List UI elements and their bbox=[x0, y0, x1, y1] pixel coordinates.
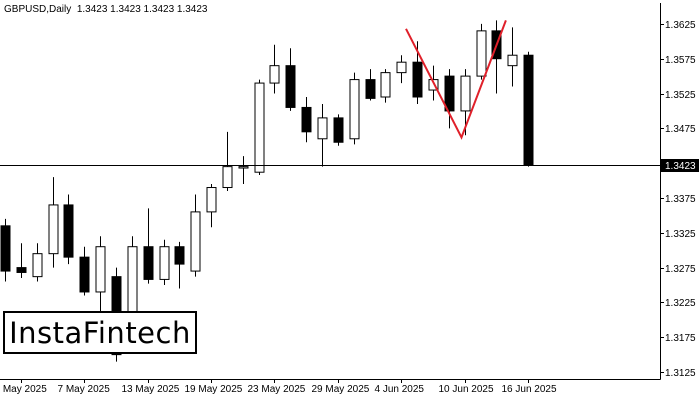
bearish-candle bbox=[365, 79, 376, 99]
bullish-candle bbox=[159, 246, 170, 280]
time-tick-label: 29 May 2025 bbox=[312, 384, 370, 395]
ohlc-values: 1.3423 1.3423 1.3423 1.3423 bbox=[76, 4, 208, 15]
time-tick-label: 7 May 2025 bbox=[58, 384, 111, 395]
bullish-candle bbox=[95, 246, 106, 293]
bullish-candle bbox=[460, 75, 471, 112]
bullish-candle bbox=[206, 187, 217, 213]
symbol-label: GBPUSD,Daily bbox=[4, 4, 72, 15]
time-axis: 1 May 2025 7 May 2025 13 May 2025 19 May 20… bbox=[0, 379, 557, 395]
bullish-candle bbox=[48, 204, 59, 255]
bullish-candle bbox=[269, 65, 280, 84]
bearish-candle bbox=[79, 256, 90, 293]
bullish-candle bbox=[32, 253, 43, 278]
candle-bodies bbox=[0, 30, 534, 356]
current-price-label: 1.3423 bbox=[665, 161, 696, 172]
bullish-candle bbox=[507, 54, 518, 67]
bearish-candle bbox=[0, 225, 11, 272]
price-tick-label: 1.3125 bbox=[665, 368, 696, 379]
bullish-candle bbox=[396, 61, 407, 74]
bearish-candle bbox=[444, 75, 455, 112]
price-tick-label: 1.3375 bbox=[665, 194, 696, 205]
bearish-candle bbox=[63, 204, 74, 258]
bullish-candle bbox=[476, 30, 487, 77]
price-axis: 1.3625 1.3575 1.3525 1.3475 1.3375 1.3325 1.32… bbox=[660, 20, 696, 379]
bullish-candle bbox=[349, 79, 360, 140]
bullish-candle bbox=[222, 166, 233, 189]
bullish-candle bbox=[254, 82, 265, 173]
price-tick-label: 1.3325 bbox=[665, 229, 696, 240]
bearish-candle bbox=[174, 246, 185, 265]
brand-logo: InstaFintech bbox=[3, 311, 197, 354]
price-tick-label: 1.3625 bbox=[665, 20, 696, 31]
price-tick-label: 1.3275 bbox=[665, 264, 696, 275]
bullish-candle bbox=[190, 211, 201, 272]
time-tick-label: 19 May 2025 bbox=[185, 384, 243, 395]
pattern-line bbox=[405, 20, 507, 140]
bearish-candle bbox=[412, 61, 423, 98]
time-tick-label: 10 Jun 2025 bbox=[439, 384, 494, 395]
pattern-overlay bbox=[405, 20, 507, 140]
bearish-candle bbox=[143, 246, 154, 280]
time-tick-label: 1 May 2025 bbox=[0, 384, 47, 395]
time-tick-label: 16 Jun 2025 bbox=[502, 384, 557, 395]
time-tick-label: 23 May 2025 bbox=[248, 384, 306, 395]
price-tick-label: 1.3525 bbox=[665, 90, 696, 101]
plot-frame bbox=[0, 3, 661, 380]
bullish-candle bbox=[380, 72, 391, 98]
bullish-candle bbox=[317, 117, 328, 140]
bearish-candle bbox=[16, 267, 27, 273]
brand-name: InstaFintech bbox=[9, 315, 191, 350]
current-price-line-group: 1.3423 bbox=[0, 159, 699, 172]
bullish-candle bbox=[238, 166, 249, 169]
current-price-tag bbox=[661, 159, 699, 172]
bearish-candle bbox=[285, 65, 296, 108]
bearish-candle bbox=[523, 54, 534, 166]
price-tick-label: 1.3475 bbox=[665, 124, 696, 135]
bearish-candle bbox=[301, 106, 312, 133]
price-tick-label: 1.3225 bbox=[665, 298, 696, 309]
time-tick-label: 4 Jun 2025 bbox=[375, 384, 425, 395]
time-tick-label: 13 May 2025 bbox=[122, 384, 180, 395]
bearish-candle bbox=[333, 117, 344, 143]
price-tick-label: 1.3575 bbox=[665, 55, 696, 66]
bullish-candle bbox=[428, 79, 439, 91]
price-tick-label: 1.3175 bbox=[665, 333, 696, 344]
symbol-info: GBPUSD,Daily 1.3423 1.3423 1.3423 1.3423 bbox=[4, 4, 208, 15]
